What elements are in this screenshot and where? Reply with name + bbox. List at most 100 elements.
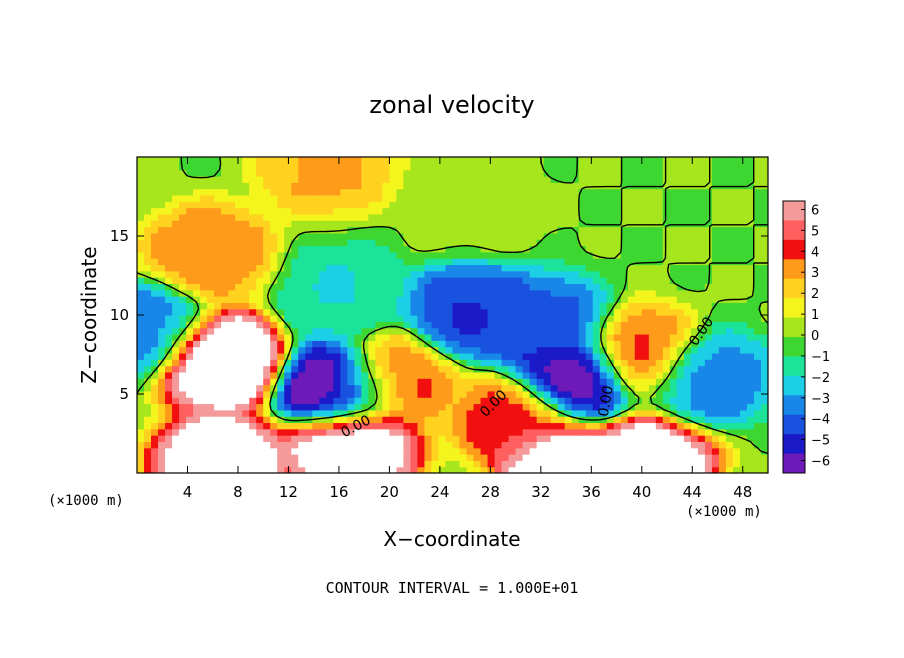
heatmap-cell (711, 315, 720, 322)
heatmap-cell (683, 289, 692, 297)
heatmap-cell (746, 220, 755, 228)
heatmap-cell (284, 454, 292, 461)
heatmap-cell (165, 428, 173, 436)
heatmap-cell (613, 232, 622, 240)
heatmap-cell (403, 289, 412, 297)
heatmap-cell (746, 188, 755, 196)
heatmap-cell (333, 340, 341, 348)
heatmap-cell (256, 454, 264, 461)
heatmap-cell (368, 220, 376, 228)
heatmap-cell (466, 416, 475, 424)
heatmap-cell (606, 239, 615, 247)
heatmap-cell (564, 182, 573, 190)
heatmap-cell (256, 441, 264, 449)
heatmap-cell (228, 188, 236, 196)
heatmap-cell (144, 428, 152, 436)
heatmap-cell (179, 365, 187, 373)
heatmap-cell (375, 384, 383, 392)
heatmap-cell (648, 365, 657, 373)
heatmap-cell (277, 270, 285, 278)
heatmap-cell (557, 245, 566, 253)
heatmap-cell (326, 245, 334, 253)
heatmap-cell (207, 416, 215, 424)
heatmap-cell (305, 409, 313, 417)
heatmap-cell (725, 232, 734, 240)
heatmap-cell (256, 409, 264, 417)
heatmap-cell (606, 416, 615, 424)
heatmap-cell (242, 384, 250, 392)
heatmap-cell (585, 163, 594, 171)
heatmap-cell (522, 359, 531, 367)
heatmap-cell (508, 321, 517, 329)
heatmap-cell (326, 201, 334, 209)
heatmap-cell (326, 416, 334, 424)
heatmap-cell (613, 365, 622, 373)
heatmap-cell (144, 220, 152, 228)
heatmap-cell (634, 352, 643, 360)
heatmap-cell (368, 365, 376, 373)
heatmap-cell (214, 378, 222, 386)
heatmap-cell (592, 346, 601, 354)
heatmap-cell (459, 270, 468, 278)
heatmap-cell (207, 308, 215, 316)
heatmap-cell (697, 182, 706, 190)
heatmap-cell (634, 460, 643, 468)
heatmap-cell (494, 169, 503, 177)
heatmap-cell (179, 188, 187, 196)
heatmap-cell (389, 397, 398, 405)
heatmap-cell (704, 163, 713, 171)
heatmap-cell (732, 460, 741, 468)
heatmap-cell (683, 371, 692, 379)
heatmap-cell (172, 327, 180, 335)
heatmap-cell (466, 460, 475, 468)
heatmap-cell (536, 359, 545, 367)
heatmap-cell (732, 302, 741, 310)
heatmap-cell (746, 428, 755, 436)
heatmap-cell (634, 365, 643, 373)
heatmap-cell (494, 258, 503, 266)
heatmap-cell (473, 454, 482, 461)
heatmap-cell (165, 390, 173, 398)
heatmap-cell (431, 175, 440, 183)
heatmap-cell (613, 315, 622, 322)
heatmap-cell (606, 188, 615, 196)
heatmap-cell (578, 258, 587, 266)
heatmap-cell (158, 188, 166, 196)
heatmap-cell (158, 428, 166, 436)
heatmap-cell (396, 207, 405, 215)
heatmap-cell (207, 302, 215, 310)
heatmap-cell (263, 188, 271, 196)
heatmap-cell (445, 270, 454, 278)
heatmap-cell (487, 409, 496, 417)
heatmap-cell (410, 289, 419, 297)
heatmap-cell (606, 283, 615, 291)
heatmap-cell (207, 321, 215, 329)
heatmap-cell (144, 302, 152, 310)
heatmap-cell (627, 302, 636, 310)
heatmap-cell (529, 340, 538, 348)
heatmap-cell (753, 466, 762, 473)
heatmap-cell (347, 163, 355, 171)
heatmap-cell (291, 270, 299, 278)
heatmap-cell (382, 258, 390, 266)
heatmap-cell (312, 466, 320, 473)
heatmap-cell (228, 333, 236, 341)
heatmap-cell (662, 397, 671, 405)
heatmap-cell (676, 264, 685, 272)
heatmap-cell (536, 321, 545, 329)
heatmap-cell (438, 220, 447, 228)
heatmap-cell (312, 321, 320, 329)
heatmap-cell (291, 169, 299, 177)
heatmap-cell (347, 220, 355, 228)
heatmap-cell (753, 340, 762, 348)
heatmap-cell (683, 264, 692, 272)
heatmap-cell (641, 207, 650, 215)
heatmap-cell (473, 422, 482, 430)
heatmap-cell (585, 188, 594, 196)
heatmap-cell (368, 239, 376, 247)
heatmap-cell (200, 270, 208, 278)
heatmap-cell (326, 346, 334, 354)
heatmap-cell (536, 296, 545, 303)
heatmap-cell (151, 188, 159, 196)
heatmap-cell (501, 409, 510, 417)
